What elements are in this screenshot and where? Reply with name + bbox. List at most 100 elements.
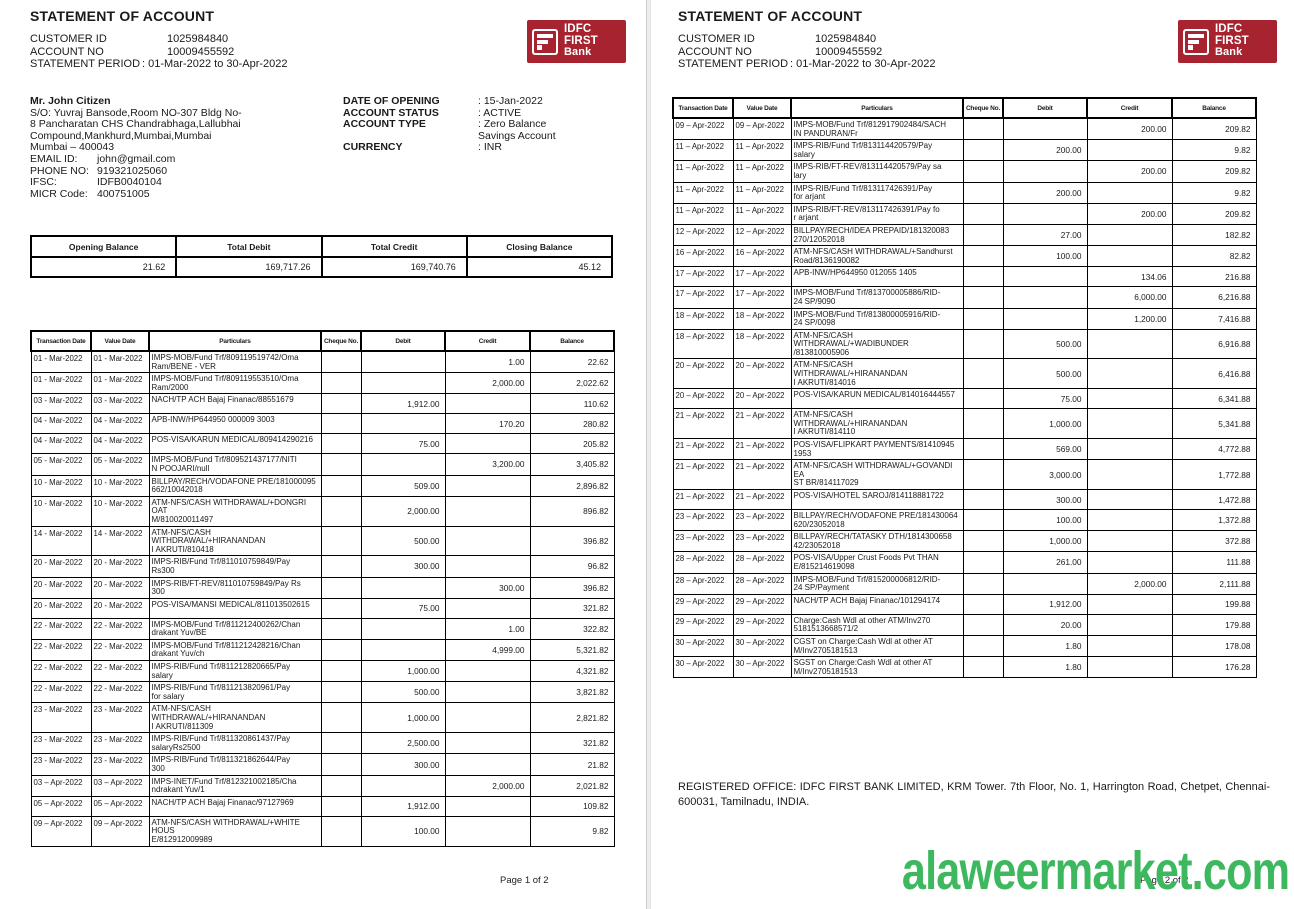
balance-cell: 321.82 [529,597,615,619]
customer-id-row: CUSTOMER ID 1025984840 [678,33,1178,46]
ifsc-label: IFSC: [30,176,57,189]
balance-cell: 9.82 [1171,139,1257,162]
balance-cell: 3,821.82 [529,681,615,704]
credit-header: Credit [444,330,531,352]
debit-cell: 1,912.00 [360,795,446,817]
transaction-date-cell: 29 – Apr-2022 [672,593,734,615]
cheque-no-cell [962,160,1004,183]
table-row: 03 – Apr-2022 03 – Apr-2022 IMPS-INET/Fu… [30,774,615,797]
transaction-date-cell: 23 – Apr-2022 [672,508,734,532]
idfc-logo-icon [1183,28,1209,55]
credit-cell: 200.00 [1086,202,1173,225]
table-row: 04 - Mar-2022 04 - Mar-2022 POS-VISA/KAR… [30,433,615,455]
table-row: 09 – Apr-2022 09 – Apr-2022 ATM-NFS/CASH… [30,815,615,847]
particulars-cell: BILLPAY/RECH/VODAFONE PRE/181000095 662/… [148,474,322,497]
credit-cell: 300.00 [444,576,531,599]
table-row: 09 – Apr-2022 09 – Apr-2022 IMPS-MOB/Fun… [672,117,1257,141]
ifsc-row: IFSC: IDFB0040104 [30,177,330,189]
credit-cell [444,660,531,683]
debit-cell: 2,500.00 [360,732,446,755]
value-date-cell: 29 – Apr-2022 [732,613,792,636]
cheque-no-cell [962,139,1004,162]
credit-cell: 3,200.00 [444,453,531,476]
bank-name-line1: IDFC FIRST [564,23,598,47]
transaction-header-row: Transaction Date Value Date Particulars … [30,330,615,352]
transaction-date-cell: 16 – Apr-2022 [672,245,734,268]
particulars-cell: Charge:Cash Wdl at other ATM/Inv270 5181… [790,613,964,636]
balance-cell: 321.82 [529,732,615,755]
particulars-cell: APB-INW/HP644950 012055 1405 [790,266,964,288]
cheque-no-cell [320,597,362,619]
value-date-cell: 14 - Mar-2022 [90,525,150,557]
credit-cell: 4,999.00 [444,638,531,662]
value-date-cell: 12 – Apr-2022 [732,223,792,247]
cheque-no-cell [962,266,1004,288]
balance-cell: 9.82 [1171,181,1257,204]
debit-cell: 500.00 [1002,328,1088,360]
cheque-no-cell [320,474,362,497]
value-date-cell: 05 - Mar-2022 [90,453,150,476]
particulars-cell: IMPS-RIB/FT-REV/813114420579/Pay sa lary [790,160,964,183]
phone-row: PHONE NO: 919321025060 [30,165,330,178]
transaction-date-cell: 10 - Mar-2022 [30,495,92,527]
debit-cell: 500.00 [360,681,446,704]
value-date-cell: 10 - Mar-2022 [90,495,150,527]
table-row: 21 – Apr-2022 21 – Apr-2022 POS-VISA/FLI… [672,438,1257,461]
debit-cell: 100.00 [1002,245,1088,268]
table-row: 20 – Apr-2022 20 – Apr-2022 POS-VISA/KAR… [672,388,1257,410]
cheque-no-cell [320,555,362,578]
table-row: 18 – Apr-2022 18 – Apr-2022 IMPS-MOB/Fun… [672,307,1257,330]
value-date-cell: 21 – Apr-2022 [732,489,792,510]
table-row: 10 - Mar-2022 10 - Mar-2022 ATM-NFS/CASH… [30,495,615,527]
balance-header: Balance [1171,97,1257,119]
balance-cell: 4,772.88 [1171,438,1257,461]
debit-cell: 1,912.00 [1002,593,1088,615]
value-date-cell: 28 – Apr-2022 [732,551,792,574]
value-date-cell: 04 - Mar-2022 [90,433,150,455]
page-1: STATEMENT OF ACCOUNT CUSTOMER ID 1025984… [0,0,646,909]
transaction-date-cell: 09 – Apr-2022 [30,815,92,847]
email-row: EMAIL ID: john@gmail.com [30,153,330,166]
particulars-cell: APB-INW/HP644950 000009 3003 [148,413,322,435]
transaction-date-cell: 22 - Mar-2022 [30,638,92,662]
particulars-cell: ATM-NFS/CASH WITHDRAWAL/+HIRANANDAN I AK… [790,408,964,440]
transaction-date-header: Transaction Date [30,330,92,352]
account-no-value: 10009455592 [167,45,235,58]
transaction-date-cell: 11 – Apr-2022 [672,181,734,204]
customer-id-label: CUSTOMER ID [678,33,755,45]
balance-cell: 111.88 [1171,551,1257,574]
transaction-date-cell: 21 – Apr-2022 [672,489,734,510]
debit-cell: 509.00 [360,474,446,497]
transaction-date-cell: 23 – Apr-2022 [672,530,734,553]
transaction-date-cell: 17 – Apr-2022 [672,286,734,309]
particulars-cell: ATM-NFS/CASH WITHDRAWAL/+HIRANANDAN I AK… [148,702,322,734]
cheque-no-cell [962,530,1004,553]
value-date-cell: 04 - Mar-2022 [90,413,150,435]
particulars-cell: IMPS-RIB/Fund Trf/811010759849/Pay Rs300 [148,555,322,578]
table-row: 28 – Apr-2022 28 – Apr-2022 POS-VISA/Upp… [672,551,1257,574]
particulars-cell: CGST on Charge:Cash Wdl at other AT M/In… [790,634,964,658]
statement-period-label: STATEMENT PERIOD [30,58,141,70]
debit-cell [360,617,446,640]
debit-cell: 569.00 [1002,438,1088,461]
customer-details: Mr. John Citizen S/O: Yuvraj Bansode,Roo… [30,95,330,200]
particulars-cell: IMPS-MOB/Fund Trf/815200006812/RID- 24 S… [790,572,964,595]
balance-cell: 209.82 [1171,202,1257,225]
value-date-cell: 20 – Apr-2022 [732,358,792,390]
value-date-cell: 18 – Apr-2022 [732,328,792,360]
balance-cell: 9.82 [529,815,615,847]
transaction-date-cell: 23 - Mar-2022 [30,732,92,755]
balance-cell: 199.88 [1171,593,1257,615]
value-date-cell: 22 - Mar-2022 [90,617,150,640]
debit-cell [1002,266,1088,288]
credit-cell [1086,245,1173,268]
debit-cell: 3,000.00 [1002,459,1088,490]
particulars-cell: IMPS-MOB/Fund Trf/811212428216/Chan drak… [148,638,322,662]
credit-cell: 1.00 [444,617,531,640]
particulars-cell: NACH/TP ACH Bajaj Finanac/101294174 [790,593,964,615]
debit-cell: 2,000.00 [360,495,446,527]
debit-cell: 1,000.00 [1002,408,1088,440]
value-date-cell: 21 – Apr-2022 [732,438,792,461]
credit-cell [444,474,531,497]
